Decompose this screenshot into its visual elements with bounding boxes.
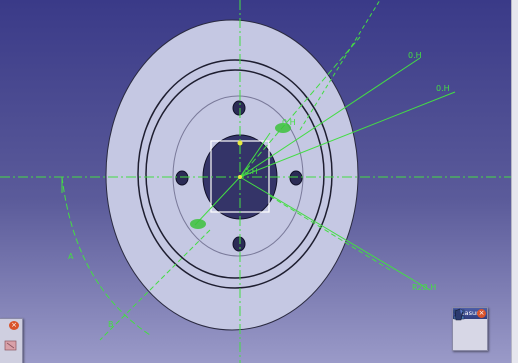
- groove-middle: [145, 69, 325, 279]
- close-icon[interactable]: ×: [9, 321, 19, 330]
- bolt-hole-right[interactable]: [289, 170, 303, 186]
- dimension-line: [239, 176, 431, 291]
- dimension-label[interactable]: 0.H: [408, 51, 422, 60]
- tool-icon: [4, 340, 17, 351]
- measure-toolbar-title-text: Measure: [455, 309, 483, 317]
- dimension-line: [299, 0, 381, 131]
- measure-between-button[interactable]: [453, 309, 469, 341]
- measure-toolbar-body: [453, 308, 487, 348]
- center-point-marker[interactable]: [238, 175, 242, 179]
- bolt-hole-left[interactable]: [175, 170, 189, 186]
- dimension-label[interactable]: A: [68, 252, 74, 261]
- constraint-marker[interactable]: [275, 123, 291, 133]
- bolt-hole-bottom[interactable]: [232, 236, 246, 252]
- close-icon[interactable]: ×: [477, 309, 486, 318]
- left-toolbar[interactable]: ×: [0, 318, 23, 363]
- dimension-line: [194, 176, 241, 226]
- inner-circle-line: [172, 95, 304, 257]
- bolt-hole-top[interactable]: [232, 100, 246, 116]
- measure-item-icon: [454, 308, 464, 321]
- dimension-label[interactable]: 0.H: [282, 118, 296, 127]
- dimension-line: [239, 132, 271, 178]
- groove-outer: [137, 59, 333, 289]
- dimension-label[interactable]: 0.H: [244, 167, 258, 176]
- dimension-line: [239, 57, 421, 178]
- dimension-label[interactable]: R20.H: [412, 283, 437, 292]
- measure-toolbar-title[interactable]: Measure ×: [453, 308, 487, 319]
- dimension-label[interactable]: B: [108, 320, 114, 329]
- measure-toolbar[interactable]: Measure ×: [452, 307, 488, 351]
- constraint-marker[interactable]: [190, 219, 206, 229]
- dimension-line: [99, 229, 211, 341]
- vertical-scrollbar[interactable]: [511, 0, 518, 363]
- center-point-marker[interactable]: [237, 140, 243, 146]
- dimension-line: [239, 91, 456, 178]
- angular-dimension-arc: [61, 176, 151, 336]
- measure-item-button[interactable]: [454, 308, 484, 341]
- left-tool-button[interactable]: [4, 338, 18, 352]
- dimension-line: [239, 36, 361, 178]
- dimension-label[interactable]: 0.H: [436, 84, 450, 93]
